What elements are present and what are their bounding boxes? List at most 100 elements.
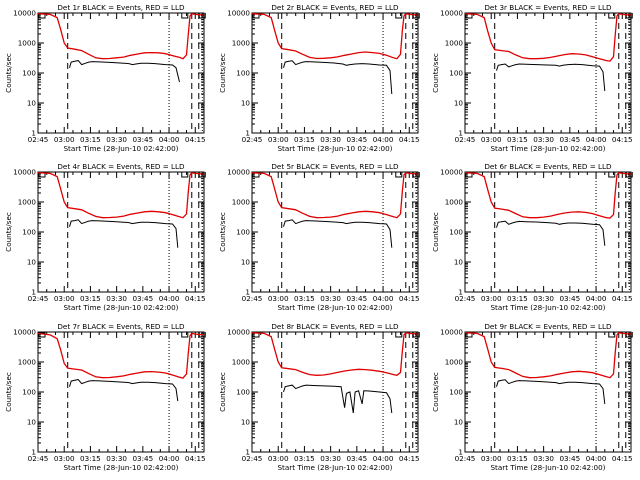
panel-det-4: Det 4r BLACK = Events, RED = LLD 1 10 100 10… (4, 162, 206, 312)
series-lld (37, 332, 205, 379)
x-tick-label: 03:00 (268, 454, 289, 463)
x-tick-label: 03:00 (54, 294, 75, 303)
y-tick-label: 1000 (445, 39, 464, 48)
top-bracket-marker (625, 332, 633, 338)
x-tick-label: 03:30 (320, 454, 341, 463)
y-axis-label: Counts/sec (218, 212, 227, 252)
plot-frame (251, 331, 419, 453)
y-tick-label: 100 (449, 388, 463, 397)
y-axis-label: Counts/sec (4, 53, 13, 93)
x-tick-label: 03:30 (106, 135, 127, 144)
y-axis-label: Counts/sec (4, 212, 13, 252)
top-bracket-marker (625, 13, 633, 19)
x-tick-label: 03:45 (559, 135, 580, 144)
y-tick-label: 100 (22, 388, 36, 397)
y-tick-label: 10000 (227, 328, 250, 337)
plot-frame (464, 12, 632, 134)
x-tick-label: 04:00 (159, 454, 180, 463)
top-bracket-marker (412, 332, 420, 338)
y-tick-label: 10000 (13, 9, 36, 18)
x-tick-label: 03:30 (533, 135, 554, 144)
x-tick-label: 04:15 (399, 454, 420, 463)
series-events (496, 63, 606, 92)
panel-title: Det 1r BLACK = Events, RED = LLD (57, 3, 185, 12)
y-tick-label: 10 (241, 418, 251, 427)
x-tick-label: 04:15 (185, 454, 206, 463)
panel-title: Det 9r BLACK = Events, RED = LLD (484, 322, 612, 331)
panel-det-3: Det 3r BLACK = Events, RED = LLD 1 10 100 10… (431, 3, 633, 153)
y-tick-label: 10000 (13, 168, 36, 177)
panel-title: Det 7r BLACK = Events, RED = LLD (57, 322, 185, 331)
series-lld (464, 12, 632, 62)
series-lld (251, 171, 419, 219)
x-tick-label: 03:00 (481, 454, 502, 463)
panel-det-7: Det 7r BLACK = Events, RED = LLD 1 10 100 10… (4, 322, 206, 472)
x-axis-label: Start Time (28-Jun-10 02:42:00) (277, 144, 392, 153)
top-bracket-marker (395, 172, 403, 178)
x-tick-label: 03:15 (507, 454, 528, 463)
x-tick-label: 03:00 (54, 454, 75, 463)
x-tick-label: 03:15 (80, 135, 101, 144)
y-tick-label: 10 (27, 99, 37, 108)
y-axis-label: Counts/sec (4, 372, 13, 412)
y-tick-label: 1000 (232, 39, 251, 48)
panel-det-5: Det 5r BLACK = Events, RED = LLD 1 10 100 10… (218, 162, 420, 312)
x-tick-label: 03:45 (346, 294, 367, 303)
x-tick-label: 04:15 (612, 294, 633, 303)
y-tick-label: 10000 (440, 168, 463, 177)
series-events (283, 219, 393, 248)
x-tick-label: 03:15 (507, 294, 528, 303)
x-tick-label: 03:30 (320, 294, 341, 303)
x-axis-label: Start Time (28-Jun-10 02:42:00) (63, 303, 178, 312)
x-tick-label: 02:45 (455, 135, 476, 144)
x-axis-label: Start Time (28-Jun-10 02:42:00) (63, 144, 178, 153)
x-tick-label: 03:45 (132, 135, 153, 144)
x-tick-label: 04:15 (399, 294, 420, 303)
x-tick-label: 02:45 (242, 135, 263, 144)
y-tick-label: 1 (458, 288, 463, 297)
y-tick-label: 100 (236, 388, 250, 397)
top-bracket-marker (181, 13, 189, 19)
top-bracket-marker (198, 13, 206, 19)
y-tick-label: 100 (236, 228, 250, 237)
x-tick-label: 03:30 (533, 294, 554, 303)
panel-title: Det 8r BLACK = Events, RED = LLD (271, 322, 399, 331)
y-tick-label: 1000 (18, 198, 37, 207)
x-tick-label: 03:00 (54, 135, 75, 144)
y-tick-label: 1 (245, 448, 250, 457)
x-tick-label: 04:15 (612, 135, 633, 144)
x-tick-label: 03:00 (268, 294, 289, 303)
plot-frame (37, 12, 205, 134)
y-tick-label: 100 (236, 69, 250, 78)
x-tick-label: 04:00 (159, 294, 180, 303)
x-tick-label: 02:45 (455, 454, 476, 463)
series-lld (251, 12, 419, 60)
y-axis-label: Counts/sec (431, 53, 440, 93)
y-tick-label: 100 (449, 69, 463, 78)
x-tick-label: 03:15 (294, 454, 315, 463)
y-tick-label: 10000 (440, 9, 463, 18)
x-tick-label: 03:00 (481, 135, 502, 144)
y-tick-label: 10 (241, 99, 251, 108)
y-tick-label: 10000 (13, 328, 36, 337)
top-bracket-marker (181, 332, 189, 338)
x-tick-label: 03:45 (559, 454, 580, 463)
panel-det-9: Det 9r BLACK = Events, RED = LLD 1 10 100 10… (431, 322, 633, 472)
panel-det-1: Det 1r BLACK = Events, RED = LLD 1 10 100 10… (4, 3, 206, 153)
top-bracket-marker (412, 172, 420, 178)
y-tick-label: 1 (31, 129, 36, 138)
x-tick-label: 04:00 (159, 135, 180, 144)
x-tick-label: 03:45 (559, 294, 580, 303)
y-tick-label: 10 (454, 418, 464, 427)
x-tick-label: 03:30 (320, 135, 341, 144)
x-tick-label: 04:00 (586, 454, 607, 463)
top-bracket-marker (412, 13, 420, 19)
y-tick-label: 1 (31, 288, 36, 297)
top-bracket-marker (608, 332, 616, 338)
x-tick-label: 02:45 (242, 454, 263, 463)
top-bracket-marker (181, 172, 189, 178)
top-bracket-marker (608, 13, 616, 19)
y-tick-label: 1 (31, 448, 36, 457)
series-lld (37, 171, 205, 219)
y-axis-label: Counts/sec (218, 53, 227, 93)
